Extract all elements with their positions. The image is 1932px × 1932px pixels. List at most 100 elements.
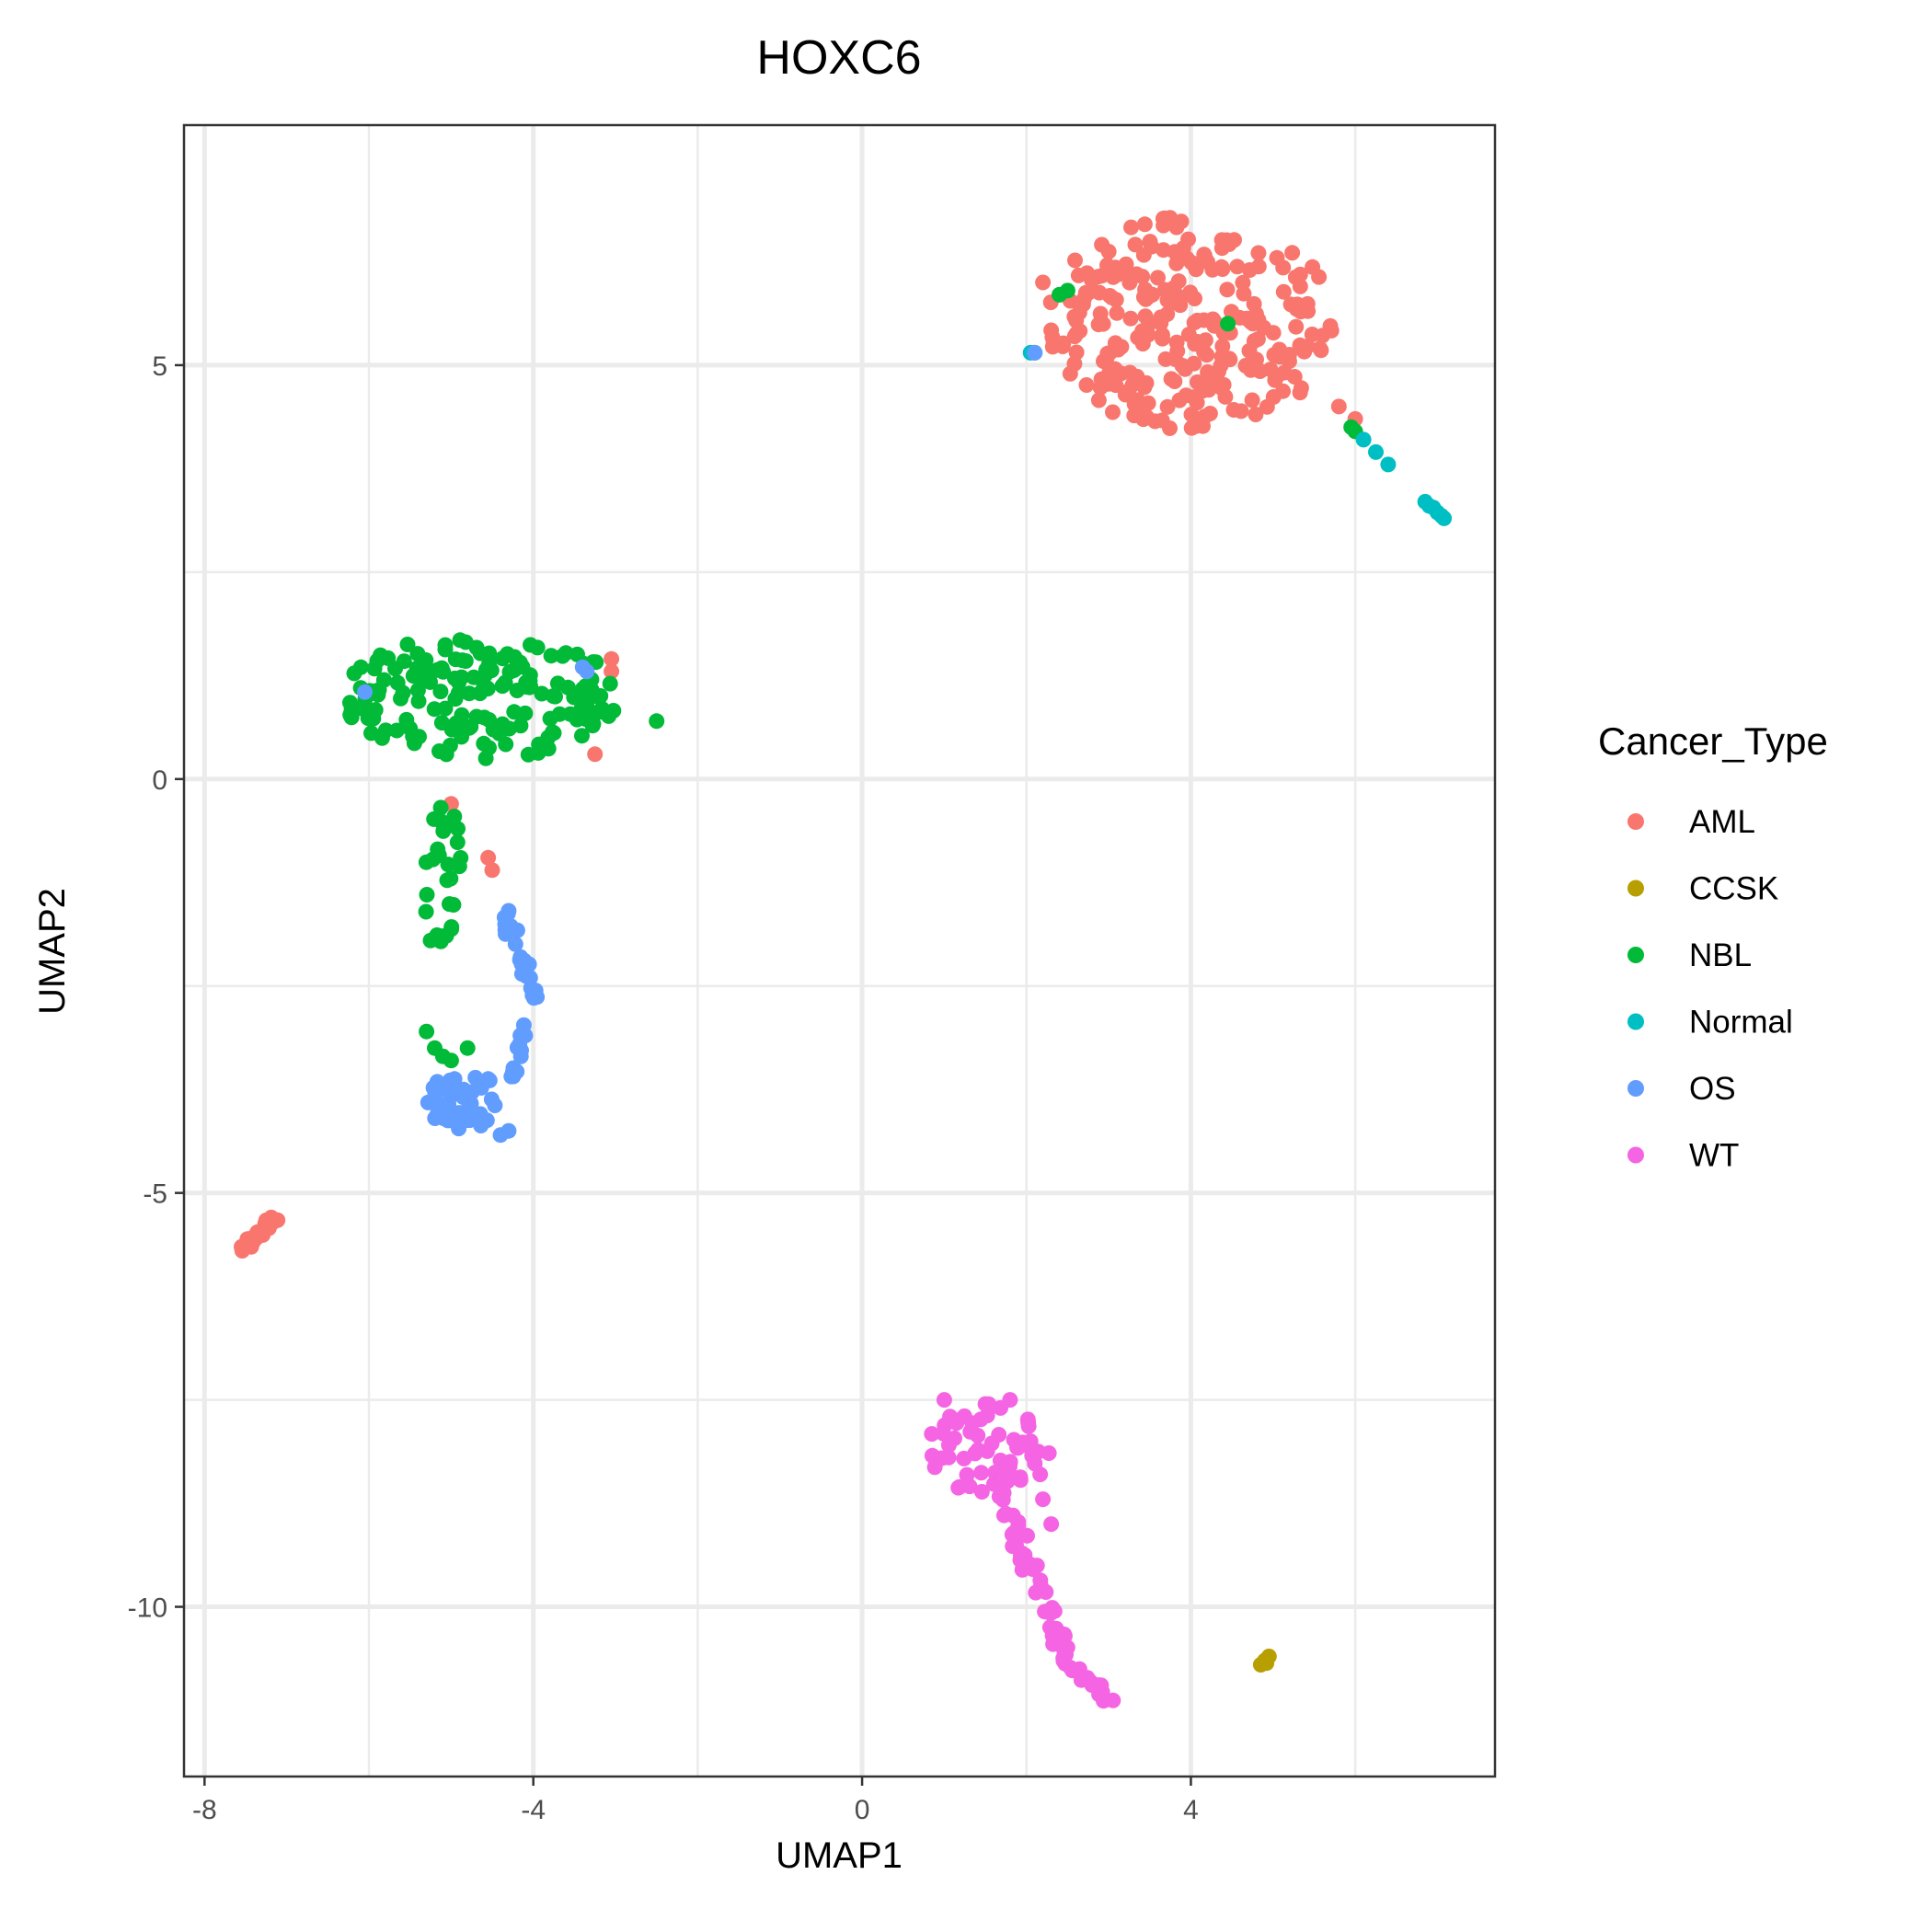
point-os-79 [504,1064,521,1080]
legend-key-aml [1627,813,1644,830]
grid-minor-lines [184,125,1495,1777]
point-aml-224 [1078,377,1095,393]
y-tick-label-3: 5 [152,351,167,382]
point-nbl-54 [454,729,470,745]
point-aml-300 [604,650,620,667]
point-wt-102 [1045,1636,1062,1652]
point-aml-244 [1204,311,1221,328]
point-aml-205 [1265,325,1282,341]
legend-label-os: OS [1689,1071,1736,1107]
point-aml-87 [1250,245,1267,261]
point-aml-203 [1281,353,1297,370]
point-nbl-79 [494,678,511,695]
point-aml-258 [1170,273,1187,290]
point-aml-99 [1127,236,1144,253]
legend-title: Cancer_Type [1598,719,1828,763]
point-aml-199 [1293,380,1309,397]
point-aml-162 [1214,261,1231,277]
point-nbl-193 [443,919,460,936]
point-normal-2 [1380,456,1397,473]
point-nbl-127 [446,670,463,686]
panel-border [182,123,1497,1778]
point-wt-24 [970,1442,986,1458]
point-wt-99 [1028,1584,1044,1601]
x-tick-label-1: -4 [521,1795,546,1825]
point-aml-179 [1200,364,1216,380]
point-nbl-184 [432,799,449,816]
chart-title: HOXC6 [756,31,921,85]
point-aml-46 [1229,259,1246,275]
point-wt-56 [940,1437,957,1454]
point-nbl-198 [419,1023,435,1040]
data-points [234,210,1453,1709]
point-nbl-63 [437,637,454,653]
legend-label-ccsk: CCSK [1689,871,1778,907]
point-nbl-89 [366,661,383,677]
point-nbl-103 [375,672,392,688]
point-aml-168 [1244,392,1260,408]
point-aml-252 [1275,283,1292,300]
point-aml-309 [1035,274,1052,291]
point-wt-35 [924,1426,940,1443]
point-nbl-178 [449,834,466,850]
point-aml-243 [1117,386,1133,403]
point-aml-232 [1201,382,1217,398]
point-wt-30 [961,1478,978,1495]
point-aml-157 [1187,291,1202,306]
point-aml-223 [1136,379,1153,396]
point-aml-145 [1168,334,1185,351]
point-wt-59 [992,1453,1008,1468]
point-aml-190 [1233,403,1249,420]
point-aml-231 [1189,395,1205,411]
point-os-81 [357,684,374,700]
point-aml-118 [1066,308,1083,325]
point-aml-234 [1183,407,1200,422]
point-aml-216 [1250,312,1267,328]
point-aml-17 [1100,244,1117,259]
legend-label-normal: Normal [1689,1005,1793,1041]
point-aml-222 [1289,296,1305,313]
point-wt-122 [977,1396,994,1412]
point-nbl-136 [529,639,546,656]
point-aml-98 [1122,310,1139,327]
point-aml-220 [1235,274,1251,291]
point-aml-155 [1134,269,1151,285]
point-normal-8 [1436,510,1453,526]
point-aml-51 [1275,259,1292,276]
point-nbl-160 [547,688,563,705]
point-os-86 [500,1122,517,1139]
point-nbl-110 [512,718,529,734]
legend-label-nbl: NBL [1689,937,1752,973]
point-aml-31 [1219,282,1236,298]
point-nbl-132 [352,659,369,675]
point-nbl-203 [422,932,439,949]
point-aml-185 [1217,388,1234,405]
point-nbl-56 [410,693,427,709]
point-wt-120 [1057,1655,1074,1672]
point-os-18 [513,956,530,972]
point-nbl-116 [468,708,485,725]
point-aml-248 [1200,254,1215,270]
point-wt-86 [1010,1513,1027,1530]
point-aml-198 [1093,371,1110,387]
point-nbl-162 [353,700,370,717]
point-wt-124 [1022,1433,1039,1450]
legend-label-aml: AML [1689,804,1755,840]
point-os-84 [1027,344,1043,361]
point-os-74 [515,1017,532,1033]
point-aml-247 [1108,292,1124,308]
point-aml-253 [1248,407,1264,422]
point-nbl-167 [438,746,454,763]
point-wt-55 [1020,1418,1037,1434]
point-wt-117 [1079,1670,1096,1686]
x-axis: -8 -4 0 4 [192,1777,1199,1825]
point-aml-170 [1147,413,1163,430]
point-aml-305 [484,862,500,879]
point-aml-239 [1136,216,1153,233]
point-nbl-94 [569,711,585,728]
y-tick-label-0: -10 [128,1593,167,1624]
point-nbl-108 [388,722,405,739]
point-aml-202 [1312,340,1328,357]
point-aml-301 [604,663,620,680]
point-nbl-196 [451,858,467,875]
